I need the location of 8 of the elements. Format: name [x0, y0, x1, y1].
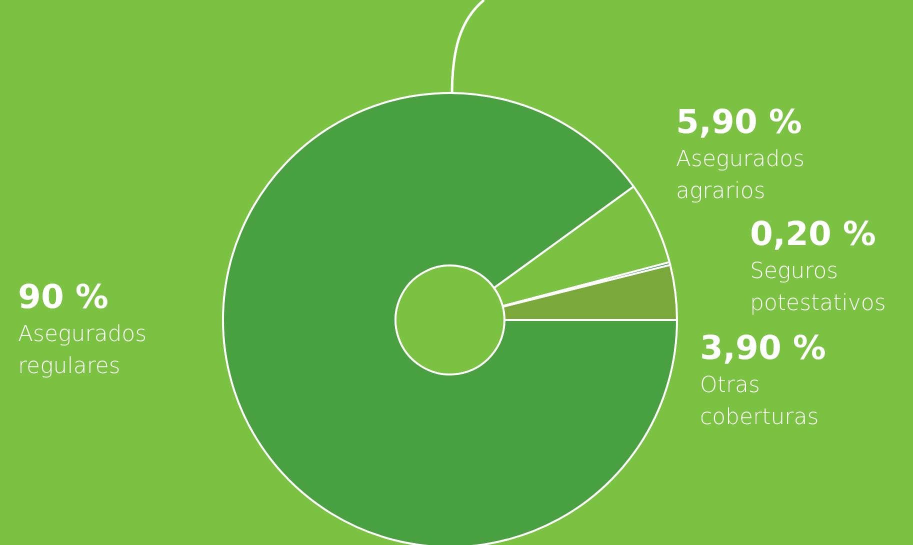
data-label: 0,20 % — [750, 213, 877, 255]
slice-label: Otras coberturas — [700, 372, 820, 432]
slice-label: Asegurados regulares — [18, 321, 148, 381]
slice-label: Seguros potestativos — [750, 258, 887, 318]
data-label: 5,90 % — [676, 101, 803, 143]
data-label: 90 % — [18, 276, 110, 318]
slice-label: Asegurados agrarios — [676, 146, 806, 206]
data-label: 3,90 % — [700, 327, 827, 369]
